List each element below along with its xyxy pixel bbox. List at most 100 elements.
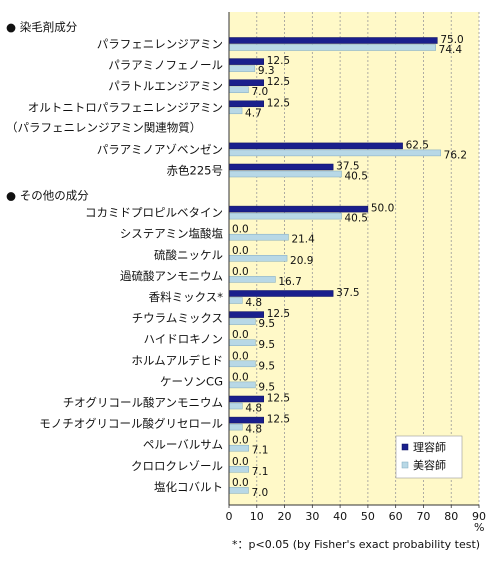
legend-box [395,435,463,479]
value-label-beautician: 9.3 [258,65,275,77]
value-label-beautician: 7.0 [251,86,268,98]
value-label-barber: 0.0 [232,245,249,257]
value-label-barber: 12.5 [267,55,290,67]
value-label-barber: 0.0 [232,224,249,236]
bar-beautician [228,402,243,410]
bar-beautician [228,423,243,431]
category-label: クロロクレゾール [131,459,223,473]
bar-barber [228,163,334,171]
bar-beautician [228,318,256,325]
category-label: 硫酸ニッケル [154,248,223,262]
bar-beautician [228,107,243,115]
x-tick-label: 90 [472,510,486,523]
bar-beautician [228,86,249,93]
value-label-beautician: 9.5 [258,339,275,351]
value-label-barber: 75.0 [440,34,463,46]
bar-beautician [228,297,243,304]
value-label-barber: 12.5 [267,308,290,320]
bar-beautician [228,65,256,72]
category-label: パラトルエンジアミン [108,79,223,93]
bar-barber [228,395,264,403]
value-label-beautician: 7.1 [252,466,269,478]
bar-barber [228,58,264,65]
bar-barber [228,100,264,108]
bar-barber [228,79,264,86]
value-label-beautician: 9.5 [258,360,275,372]
category-label: システアミン塩酸塩 [120,227,224,241]
bar-barber [228,311,264,318]
x-tick-label: 80 [444,510,458,523]
category-label: オルトニトロパラフェニレンジアミン [28,100,223,114]
x-tick-label: 30 [305,510,319,523]
category-label: パラアミノフェノール [108,58,223,72]
bar-beautician [228,339,256,346]
bar-barber [228,205,369,213]
value-label-beautician: 40.5 [345,213,368,225]
bar-beautician [228,233,289,241]
category-label: ハイドロキノン [144,332,223,346]
value-label-beautician: 4.7 [245,107,262,119]
legend-swatch-barber [401,443,409,451]
footnote: *：p<0.05 (by Fisher's exact probability … [232,538,480,551]
category-label: ホルムアルデヒド [131,353,223,367]
bar-beautician [228,170,342,178]
value-label-beautician: 7.0 [251,487,268,499]
value-label-barber: 50.0 [371,203,394,215]
value-label-beautician: 4.8 [245,297,262,309]
category-label: 香料ミックス* [149,290,224,304]
bar-beautician [228,44,436,51]
value-label-beautician: 74.4 [439,44,463,56]
category-label: 塩化コバルト [154,480,223,494]
value-label-barber: 37.5 [336,287,359,299]
value-label-barber: 0.0 [232,435,249,447]
value-label-barber: 0.0 [232,266,249,278]
category-label: チオグリコール酸アンモニウム [63,396,223,410]
bar-barber [228,142,403,150]
value-label-beautician: 9.5 [258,381,275,393]
value-label-barber: 0.0 [232,350,249,362]
section-label-1: ● その他の成分 [6,189,89,203]
x-tick-label: 70 [416,510,430,523]
category-label: コカミドプロピルベタイン [85,206,223,220]
value-label-barber: 37.5 [336,161,359,173]
value-label-beautician: 7.1 [252,445,269,457]
value-label-beautician: 40.5 [345,171,368,183]
legend-swatch-beautician [401,461,409,469]
value-label-barber: 0.0 [232,477,249,489]
x-axis-unit: % [474,521,484,534]
bar-beautician [228,466,249,473]
bar-beautician [228,360,256,368]
value-label-beautician: 16.7 [278,276,301,288]
value-label-barber: 12.5 [267,393,290,405]
bar-beautician [228,444,249,452]
category-label: 赤色225号 [167,164,223,178]
value-label-beautician: 4.8 [245,403,262,415]
x-tick-label: 0 [226,510,233,523]
bar-beautician [228,487,249,494]
section-label-0: ● 染毛剤成分 [6,20,78,34]
legend-label-barber: 理容師 [413,440,446,454]
value-label-beautician: 20.9 [290,255,313,267]
value-label-beautician: 76.2 [444,149,467,161]
bar-barber [228,37,438,44]
category-note: （パラフェニレンジアミン関連物質） [6,120,201,134]
x-tick-label: 20 [278,510,292,523]
value-label-barber: 12.5 [267,97,290,109]
x-tick-label: 40 [333,510,347,523]
value-label-beautician: 4.8 [245,424,262,436]
bar-beautician [228,255,288,262]
value-label-barber: 62.5 [406,139,429,151]
legend-label-beautician: 美容師 [413,458,446,472]
value-label-barber: 0.0 [232,329,249,341]
bar-barber [228,416,264,424]
value-label-barber: 0.0 [232,456,249,468]
value-label-barber: 0.0 [232,371,249,383]
bar-beautician [228,381,256,389]
bar-beautician [228,276,276,283]
value-label-barber: 12.5 [267,76,290,88]
category-label: ケーソンCG [160,374,223,388]
category-label: ペルーバルサム [143,438,223,452]
value-label-beautician: 21.4 [291,234,315,246]
